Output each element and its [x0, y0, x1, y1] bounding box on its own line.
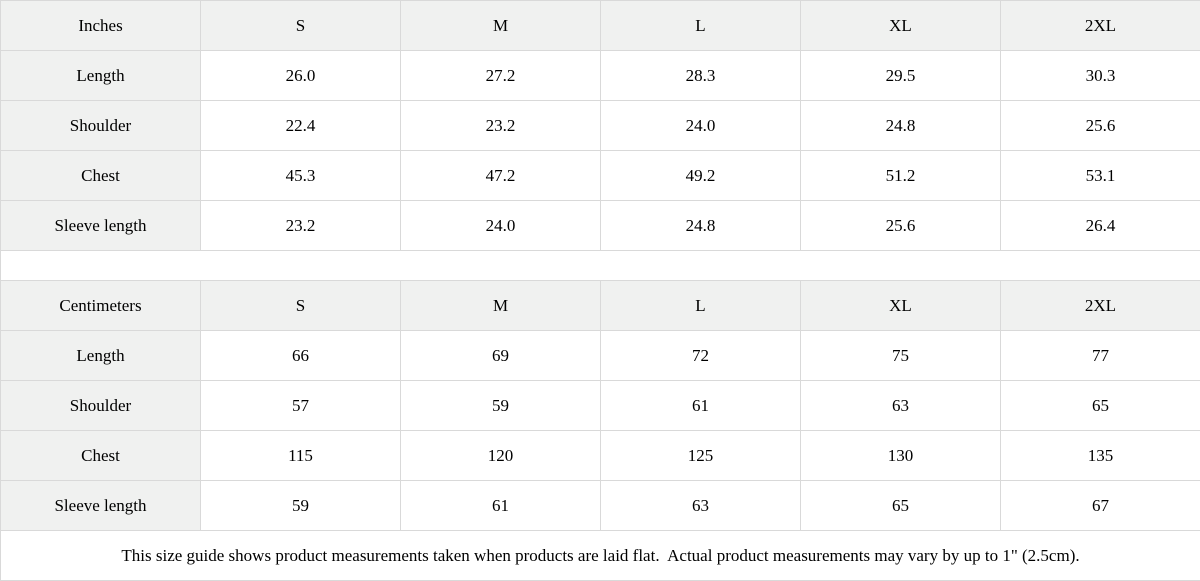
- measurement-value: 115: [201, 431, 401, 481]
- measurement-value: 125: [601, 431, 801, 481]
- measurement-value: 65: [1001, 381, 1200, 431]
- measurement-value: 23.2: [401, 101, 601, 151]
- measurement-value: 130: [801, 431, 1001, 481]
- row-label: Chest: [1, 151, 201, 201]
- cm-sleeve-row: Sleeve length 59 61 63 65 67: [1, 481, 1200, 531]
- measurement-value: 75: [801, 331, 1001, 381]
- cm-size-l: L: [601, 281, 801, 331]
- measurement-value: 61: [601, 381, 801, 431]
- inches-size-m: M: [401, 1, 601, 51]
- measurement-value: 25.6: [1001, 101, 1200, 151]
- inches-size-l: L: [601, 1, 801, 51]
- measurement-value: 26.4: [1001, 201, 1200, 251]
- footnote-text: This size guide shows product measuremen…: [1, 531, 1200, 581]
- measurement-value: 53.1: [1001, 151, 1200, 201]
- row-label: Chest: [1, 431, 201, 481]
- measurement-value: 135: [1001, 431, 1200, 481]
- row-label: Sleeve length: [1, 201, 201, 251]
- cm-unit-label: Centimeters: [1, 281, 201, 331]
- measurement-value: 24.8: [601, 201, 801, 251]
- measurement-value: 45.3: [201, 151, 401, 201]
- measurement-value: 63: [601, 481, 801, 531]
- row-label: Shoulder: [1, 101, 201, 151]
- measurement-value: 61: [401, 481, 601, 531]
- cm-shoulder-row: Shoulder 57 59 61 63 65: [1, 381, 1200, 431]
- table-spacer: [1, 251, 1200, 281]
- cm-size-2xl: 2XL: [1001, 281, 1200, 331]
- inches-sleeve-row: Sleeve length 23.2 24.0 24.8 25.6 26.4: [1, 201, 1200, 251]
- measurement-value: 59: [401, 381, 601, 431]
- row-label: Length: [1, 51, 201, 101]
- cm-header-row: Centimeters S M L XL 2XL: [1, 281, 1200, 331]
- row-label: Sleeve length: [1, 481, 201, 531]
- measurement-value: 77: [1001, 331, 1200, 381]
- table-spacer-row: [1, 251, 1200, 281]
- measurement-value: 120: [401, 431, 601, 481]
- inches-header-row: Inches S M L XL 2XL: [1, 1, 1200, 51]
- measurement-value: 47.2: [401, 151, 601, 201]
- measurement-value: 29.5: [801, 51, 1001, 101]
- row-label: Length: [1, 331, 201, 381]
- measurement-value: 26.0: [201, 51, 401, 101]
- cm-size-m: M: [401, 281, 601, 331]
- measurement-value: 30.3: [1001, 51, 1200, 101]
- row-label: Shoulder: [1, 381, 201, 431]
- measurement-value: 23.2: [201, 201, 401, 251]
- inches-length-row: Length 26.0 27.2 28.3 29.5 30.3: [1, 51, 1200, 101]
- measurement-value: 63: [801, 381, 1001, 431]
- measurement-value: 24.0: [601, 101, 801, 151]
- inches-chest-row: Chest 45.3 47.2 49.2 51.2 53.1: [1, 151, 1200, 201]
- measurement-value: 67: [1001, 481, 1200, 531]
- measurement-value: 22.4: [201, 101, 401, 151]
- cm-size-xl: XL: [801, 281, 1001, 331]
- measurement-value: 69: [401, 331, 601, 381]
- cm-length-row: Length 66 69 72 75 77: [1, 331, 1200, 381]
- inches-unit-label: Inches: [1, 1, 201, 51]
- inches-size-2xl: 2XL: [1001, 1, 1200, 51]
- inches-size-xl: XL: [801, 1, 1001, 51]
- measurement-value: 66: [201, 331, 401, 381]
- inches-shoulder-row: Shoulder 22.4 23.2 24.0 24.8 25.6: [1, 101, 1200, 151]
- measurement-value: 24.8: [801, 101, 1001, 151]
- measurement-value: 57: [201, 381, 401, 431]
- measurement-value: 49.2: [601, 151, 801, 201]
- measurement-value: 72: [601, 331, 801, 381]
- cm-size-s: S: [201, 281, 401, 331]
- measurement-value: 24.0: [401, 201, 601, 251]
- measurement-value: 65: [801, 481, 1001, 531]
- cm-chest-row: Chest 115 120 125 130 135: [1, 431, 1200, 481]
- measurement-value: 51.2: [801, 151, 1001, 201]
- measurement-value: 25.6: [801, 201, 1001, 251]
- footnote-row: This size guide shows product measuremen…: [1, 531, 1200, 581]
- measurement-value: 59: [201, 481, 401, 531]
- measurement-value: 27.2: [401, 51, 601, 101]
- measurement-value: 28.3: [601, 51, 801, 101]
- inches-size-s: S: [201, 1, 401, 51]
